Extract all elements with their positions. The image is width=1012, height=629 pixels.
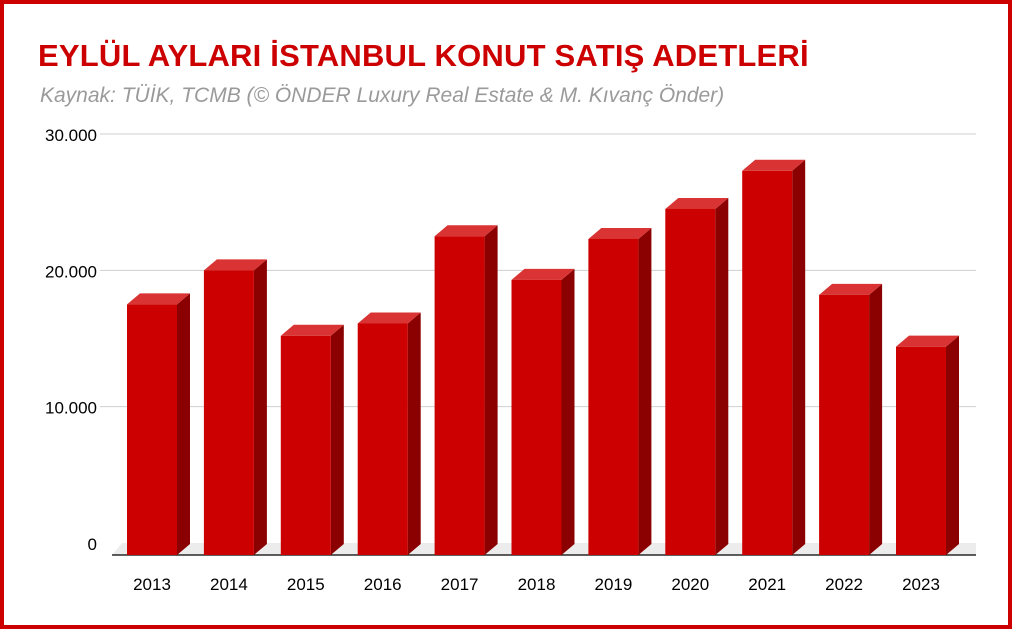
bar-side: [561, 268, 575, 555]
y-tick-label: 0: [88, 535, 97, 554]
bar-side: [715, 197, 729, 555]
x-tick-label: 2021: [748, 575, 786, 594]
chart-subtitle: Kaynak: TÜİK, TCMB (© ÖNDER Luxury Real …: [40, 84, 725, 107]
y-axis-ticks: 0 10.000 20.000 30.000: [45, 126, 97, 554]
bar-side: [869, 283, 883, 555]
bar-front: [434, 236, 485, 555]
bar-front: [665, 208, 716, 555]
bar-side: [484, 225, 498, 555]
x-tick-label: 2023: [902, 575, 940, 594]
x-tick-label: 2016: [364, 575, 402, 594]
y-tick-label: 30.000: [45, 126, 97, 145]
bar-2018: [511, 268, 575, 555]
bar-top: [588, 227, 652, 239]
x-tick-label: 2020: [671, 575, 709, 594]
bar-top: [127, 293, 190, 305]
bar-side: [946, 335, 959, 555]
bar-top: [511, 268, 575, 280]
bar-2016: [357, 312, 421, 555]
x-tick-label: 2022: [825, 575, 863, 594]
bar-2017: [434, 225, 498, 555]
bar-front: [357, 323, 408, 555]
bar-top: [357, 312, 421, 324]
x-tick-label: 2018: [518, 575, 556, 594]
x-tick-label: 2013: [133, 575, 171, 594]
x-tick-label: 2015: [287, 575, 325, 594]
bar-top: [742, 159, 806, 171]
x-tick-label: 2017: [441, 575, 479, 594]
x-tick-label: 2019: [594, 575, 632, 594]
bar-2022: [819, 283, 883, 555]
bar-2019: [588, 227, 652, 555]
bar-front: [127, 304, 177, 555]
x-axis-ticks: 2013 2014 2015 2016 2017 2018 2019 2020 2021 2022…: [133, 575, 940, 594]
chart-title: EYLÜL AYLARI İSTANBUL KONUT SATIŞ ADETLE…: [38, 38, 809, 73]
bar-side: [177, 293, 190, 555]
bar-2020: [665, 197, 729, 555]
bar-front: [203, 270, 254, 555]
bar-side: [638, 227, 652, 555]
bar-2015: [280, 324, 344, 555]
y-tick-label: 10.000: [45, 399, 97, 418]
bar-side: [792, 159, 806, 555]
bar-top: [434, 225, 498, 237]
bar-top: [280, 324, 344, 336]
bar-front: [280, 335, 331, 555]
bar-2021: [742, 159, 806, 555]
bar-top: [896, 335, 959, 347]
bar-front: [511, 279, 562, 555]
bar-front: [819, 294, 870, 555]
bars: [127, 159, 959, 555]
bar-side: [330, 324, 344, 555]
bar-front: [896, 346, 946, 555]
x-tick-label: 2014: [210, 575, 248, 594]
bar-2014: [203, 259, 267, 555]
y-tick-label: 20.000: [45, 262, 97, 281]
bar-front: [588, 238, 639, 555]
bar-top: [819, 283, 883, 295]
bar-front: [742, 170, 793, 555]
bar-top: [203, 259, 267, 271]
bar-side: [407, 312, 421, 555]
bar-top: [665, 197, 729, 209]
bar-side: [253, 259, 267, 555]
bar-2023: [896, 335, 959, 555]
bar-2013: [127, 293, 190, 555]
